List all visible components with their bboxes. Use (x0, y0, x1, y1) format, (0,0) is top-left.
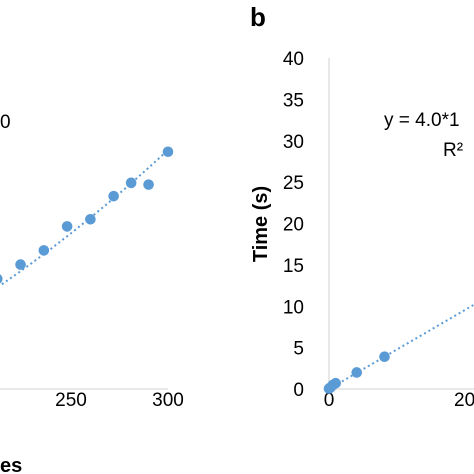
left-data-point (38, 245, 50, 256)
left-data-point (143, 179, 154, 190)
left-data-point (85, 213, 96, 225)
b-x-tick-label: 0 (324, 390, 335, 411)
left-x-axis-label: es (0, 455, 22, 474)
b-x-ticks: 0 20000 (324, 390, 474, 411)
left-x-ticks: 250 300 (55, 390, 184, 411)
b-y-tick-label: 30 (283, 132, 304, 153)
b-y-tick-label: 5 (293, 339, 304, 360)
left-data-point (15, 259, 26, 270)
b-y-tick-label: 0 (293, 380, 304, 401)
left-data-point (162, 146, 174, 158)
b-y-tick-label: 25 (283, 173, 304, 194)
left-trendline (0, 149, 169, 287)
b-data-point (379, 351, 390, 363)
left-annotation: 0 (0, 112, 11, 133)
left-points (0, 146, 174, 284)
b-points (323, 351, 390, 394)
left-data-point (108, 190, 119, 202)
b-y-tick-label: 10 (283, 297, 304, 318)
b-y-tick-label: 35 (283, 90, 304, 111)
b-y-tick-label: 15 (283, 256, 304, 277)
left-data-point (0, 274, 3, 284)
b-y-tick-label: 40 (283, 49, 304, 70)
b-annotation-equation: y = 4.0*1 (384, 110, 460, 131)
chart-b: b 0 5 10 15 20 25 30 35 40 0 20000 y = 4.0*1 R² T… (250, 2, 474, 411)
b-y-ticks: 0 5 10 15 20 25 30 35 40 (283, 49, 304, 401)
chart-left: 250 300 0 es (0, 112, 184, 474)
b-y-tick-label: 20 (283, 215, 304, 236)
left-data-point (61, 221, 73, 232)
b-annotation-r2: R² (443, 140, 463, 161)
b-x-tick-label: 20000 (454, 390, 474, 411)
panel-label-b: b (250, 2, 266, 32)
b-data-point (351, 367, 363, 378)
left-x-tick-label: 300 (152, 390, 184, 411)
left-data-point (125, 177, 137, 189)
left-x-tick-label: 250 (55, 390, 87, 411)
b-trendline (328, 303, 474, 390)
b-y-axis-label: Time (s) (250, 186, 272, 262)
b-data-point (330, 377, 341, 389)
